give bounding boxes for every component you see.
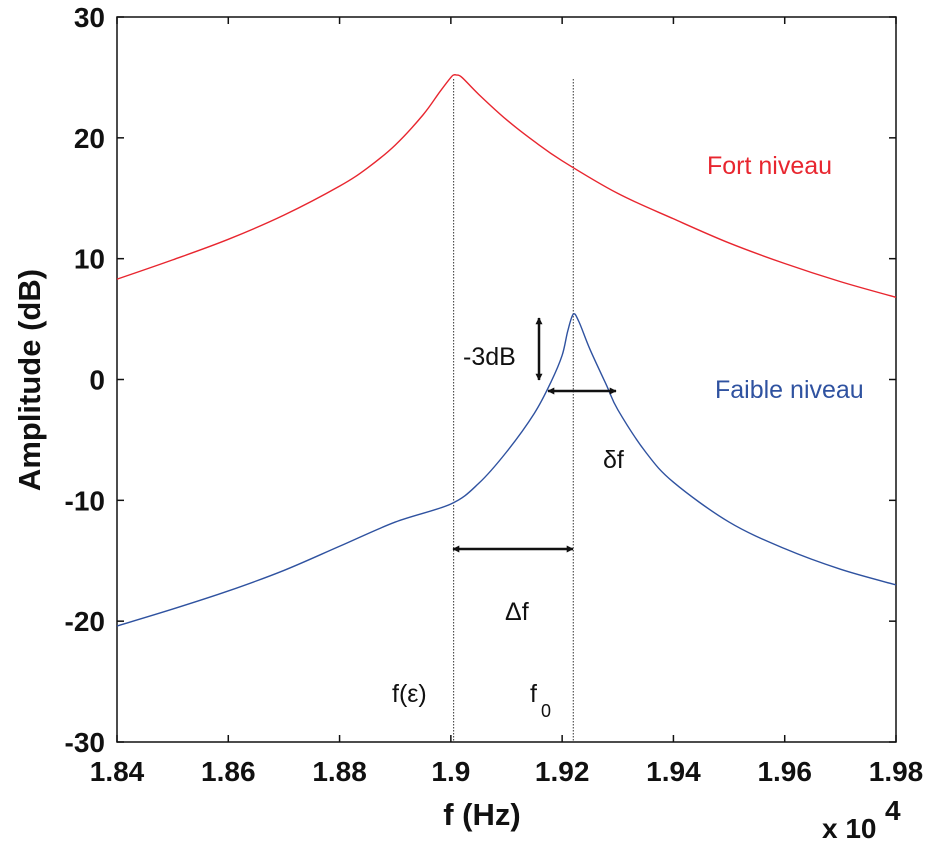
delta-small-label: δf [603,446,624,474]
x-tick-label: 1.88 [312,756,367,787]
x-tick-label: 1.86 [201,756,256,787]
x-tick-label: 1.92 [535,756,590,787]
series-line-fort-niveau [116,73,897,299]
legend-faible-niveau: Faible niveau [715,376,864,404]
f-epsilon-label: f(ε) [392,680,427,708]
y-tick-label: -30 [65,727,105,758]
y-tick-label: 30 [74,2,105,33]
series-group [116,73,897,627]
y-tick-label: -20 [65,606,105,637]
legend-fort-niveau: Fort niveau [707,152,832,180]
y-tick-label: 10 [74,244,105,275]
y-tick-label: 20 [74,123,105,154]
f0-label: f [530,680,537,708]
plot-area [116,16,897,743]
x-axis-title: f (Hz) [443,797,520,832]
x-tick-label: 1.96 [757,756,812,787]
delta-big-label: Δf [505,598,529,626]
y-tick-labels: -30 -20 -10 0 10 20 30 [65,2,105,758]
y-axis-title: Amplitude (dB) [12,269,47,491]
y-tick-label: -10 [65,485,105,516]
x-multiplier-label: x 10 [822,813,877,842]
axis-ticks [116,16,897,743]
x-tick-label: 1.84 [90,756,145,787]
series-line-faible-niveau [116,313,897,627]
x-tick-label: 1.94 [646,756,701,787]
x-tick-label: 1.9 [431,756,470,787]
minus-3db-label: -3dB [463,343,516,371]
y-tick-label: 0 [89,365,105,396]
x-tick-labels: 1.84 1.86 1.88 1.9 1.92 1.94 1.96 1.98 [90,756,924,787]
reference-lines [453,79,574,742]
x-multiplier-exponent: 4 [885,795,901,826]
f0-subscript: 0 [541,701,551,721]
x-tick-label: 1.98 [869,756,924,787]
